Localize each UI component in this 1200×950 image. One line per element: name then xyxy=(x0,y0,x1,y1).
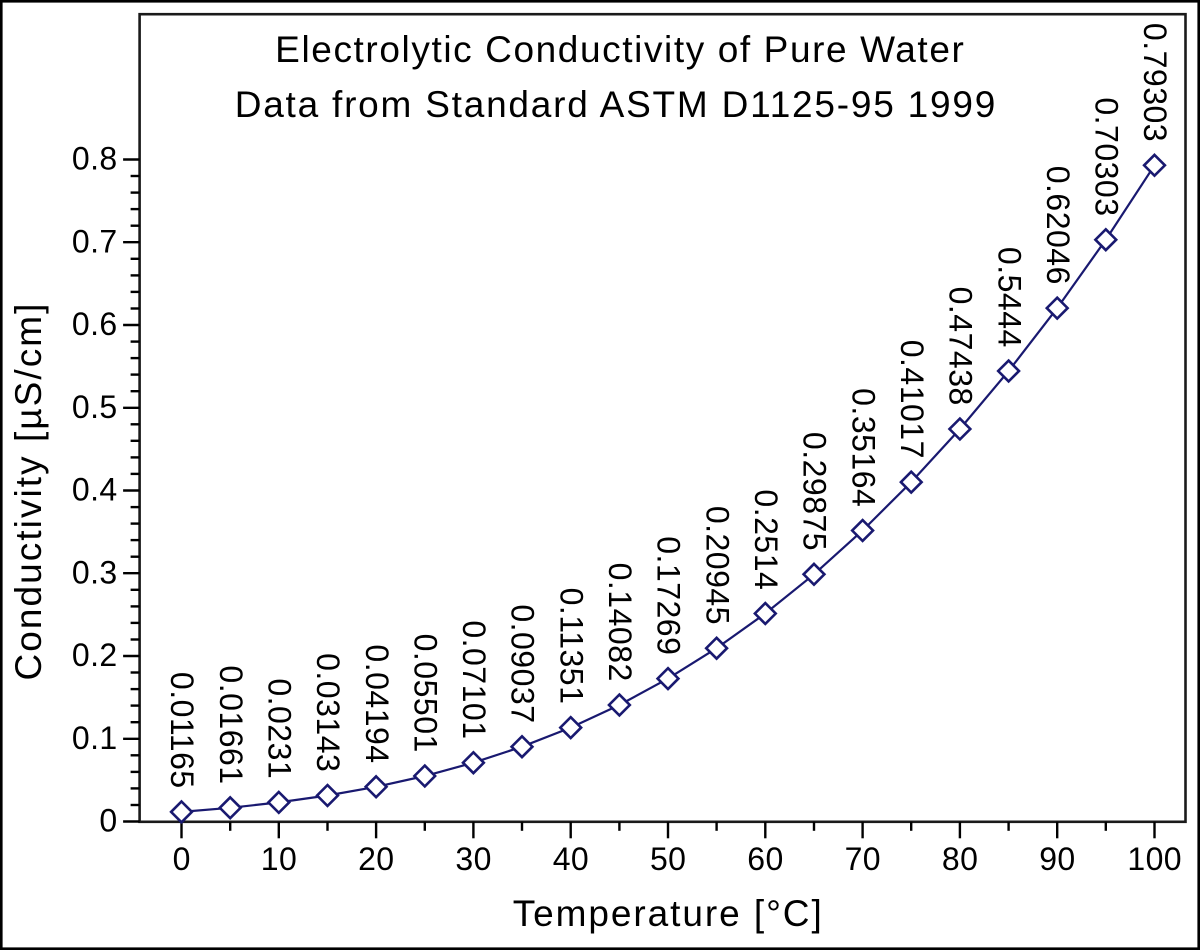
svg-text:0.41017: 0.41017 xyxy=(894,340,930,459)
svg-text:40: 40 xyxy=(553,841,589,877)
svg-text:100: 100 xyxy=(1127,841,1182,877)
svg-text:Temperature [°C]: Temperature [°C] xyxy=(513,893,824,934)
svg-text:0.20945: 0.20945 xyxy=(699,506,735,625)
svg-text:Electrolytic Conductivity of P: Electrolytic Conductivity of Pure Water xyxy=(275,29,965,70)
svg-text:0.3: 0.3 xyxy=(72,555,118,591)
svg-text:0.01661: 0.01661 xyxy=(213,665,249,784)
svg-text:0.6: 0.6 xyxy=(72,306,118,342)
svg-text:0: 0 xyxy=(173,841,191,877)
svg-text:50: 50 xyxy=(650,841,686,877)
svg-text:20: 20 xyxy=(358,841,394,877)
svg-text:0.05501: 0.05501 xyxy=(407,634,443,753)
svg-text:30: 30 xyxy=(455,841,491,877)
svg-text:0.1: 0.1 xyxy=(72,720,118,756)
svg-text:0.2: 0.2 xyxy=(72,637,118,673)
svg-text:0.4: 0.4 xyxy=(72,472,118,508)
svg-text:0.79303: 0.79303 xyxy=(1137,23,1173,142)
svg-text:0.09037: 0.09037 xyxy=(505,604,541,723)
svg-text:0.04194: 0.04194 xyxy=(359,644,395,763)
svg-text:70: 70 xyxy=(845,841,881,877)
svg-text:0.5444: 0.5444 xyxy=(991,247,1027,348)
svg-text:0.5: 0.5 xyxy=(72,389,118,425)
svg-text:0: 0 xyxy=(99,803,117,839)
svg-text:0.47438: 0.47438 xyxy=(943,287,979,406)
svg-text:80: 80 xyxy=(942,841,978,877)
svg-text:0.2514: 0.2514 xyxy=(748,489,784,590)
svg-text:0.29875: 0.29875 xyxy=(797,432,833,551)
svg-text:0.70303: 0.70303 xyxy=(1089,97,1125,216)
svg-text:0.14082: 0.14082 xyxy=(602,563,638,682)
svg-text:0.11351: 0.11351 xyxy=(553,588,589,705)
svg-text:0.17269: 0.17269 xyxy=(651,536,687,655)
svg-text:0.7: 0.7 xyxy=(72,223,118,259)
svg-text:0.8: 0.8 xyxy=(72,141,118,177)
svg-text:Data from Standard ASTM D1125-: Data from Standard ASTM D1125-95 1999 xyxy=(235,84,997,125)
svg-text:Conductivity [µS/cm]: Conductivity [µS/cm] xyxy=(8,302,49,681)
svg-text:0.07101: 0.07101 xyxy=(456,620,492,739)
svg-text:0.62046: 0.62046 xyxy=(1040,166,1076,285)
svg-text:0.35164: 0.35164 xyxy=(845,388,881,507)
svg-text:10: 10 xyxy=(261,841,297,877)
svg-text:90: 90 xyxy=(1039,841,1075,877)
svg-text:0.01165: 0.01165 xyxy=(164,672,200,789)
svg-text:0.0231: 0.0231 xyxy=(262,678,298,779)
svg-text:0.03143: 0.03143 xyxy=(310,653,346,772)
svg-text:60: 60 xyxy=(747,841,783,877)
